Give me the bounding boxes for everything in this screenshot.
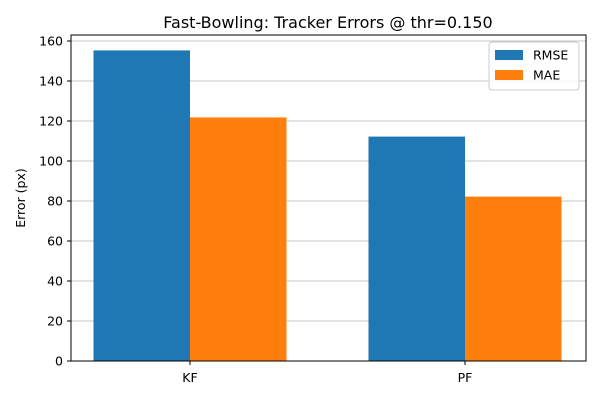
legend-label-mae: MAE	[533, 68, 560, 83]
y-tick-label: 160	[39, 34, 63, 49]
x-tick-label: PF	[458, 370, 473, 385]
y-tick-label: 0	[55, 354, 63, 369]
y-tick-label: 120	[39, 114, 63, 129]
y-tick-label: 100	[39, 154, 63, 169]
x-tick-label: KF	[182, 370, 197, 385]
legend-label-rmse: RMSE	[533, 48, 568, 63]
plot-frame	[70, 34, 587, 362]
y-tick-label: 80	[47, 194, 63, 209]
bar-rmse-kf	[93, 50, 190, 362]
legend-swatch-mae	[495, 70, 523, 80]
bar-mae-pf	[465, 196, 562, 361]
y-tick-label: 40	[47, 274, 63, 289]
bar-mae-kf	[190, 117, 287, 362]
legend-swatch-rmse	[495, 50, 523, 60]
bars	[93, 50, 562, 362]
y-axis-label: Error (px)	[13, 168, 28, 228]
y-tick-label: 20	[47, 314, 63, 329]
chart-title: Fast-Bowling: Tracker Errors @ thr=0.150	[163, 13, 492, 32]
y-tick-label: 140	[39, 74, 63, 89]
y-tick-label: 60	[47, 234, 63, 249]
x-axis-ticks: KF PF	[182, 361, 472, 385]
y-axis-ticks: 0 20 40 60 80 100 120 140 160	[39, 34, 71, 369]
legend[interactable]: RMSE MAE	[488, 41, 580, 91]
bar-rmse-pf	[368, 136, 465, 361]
